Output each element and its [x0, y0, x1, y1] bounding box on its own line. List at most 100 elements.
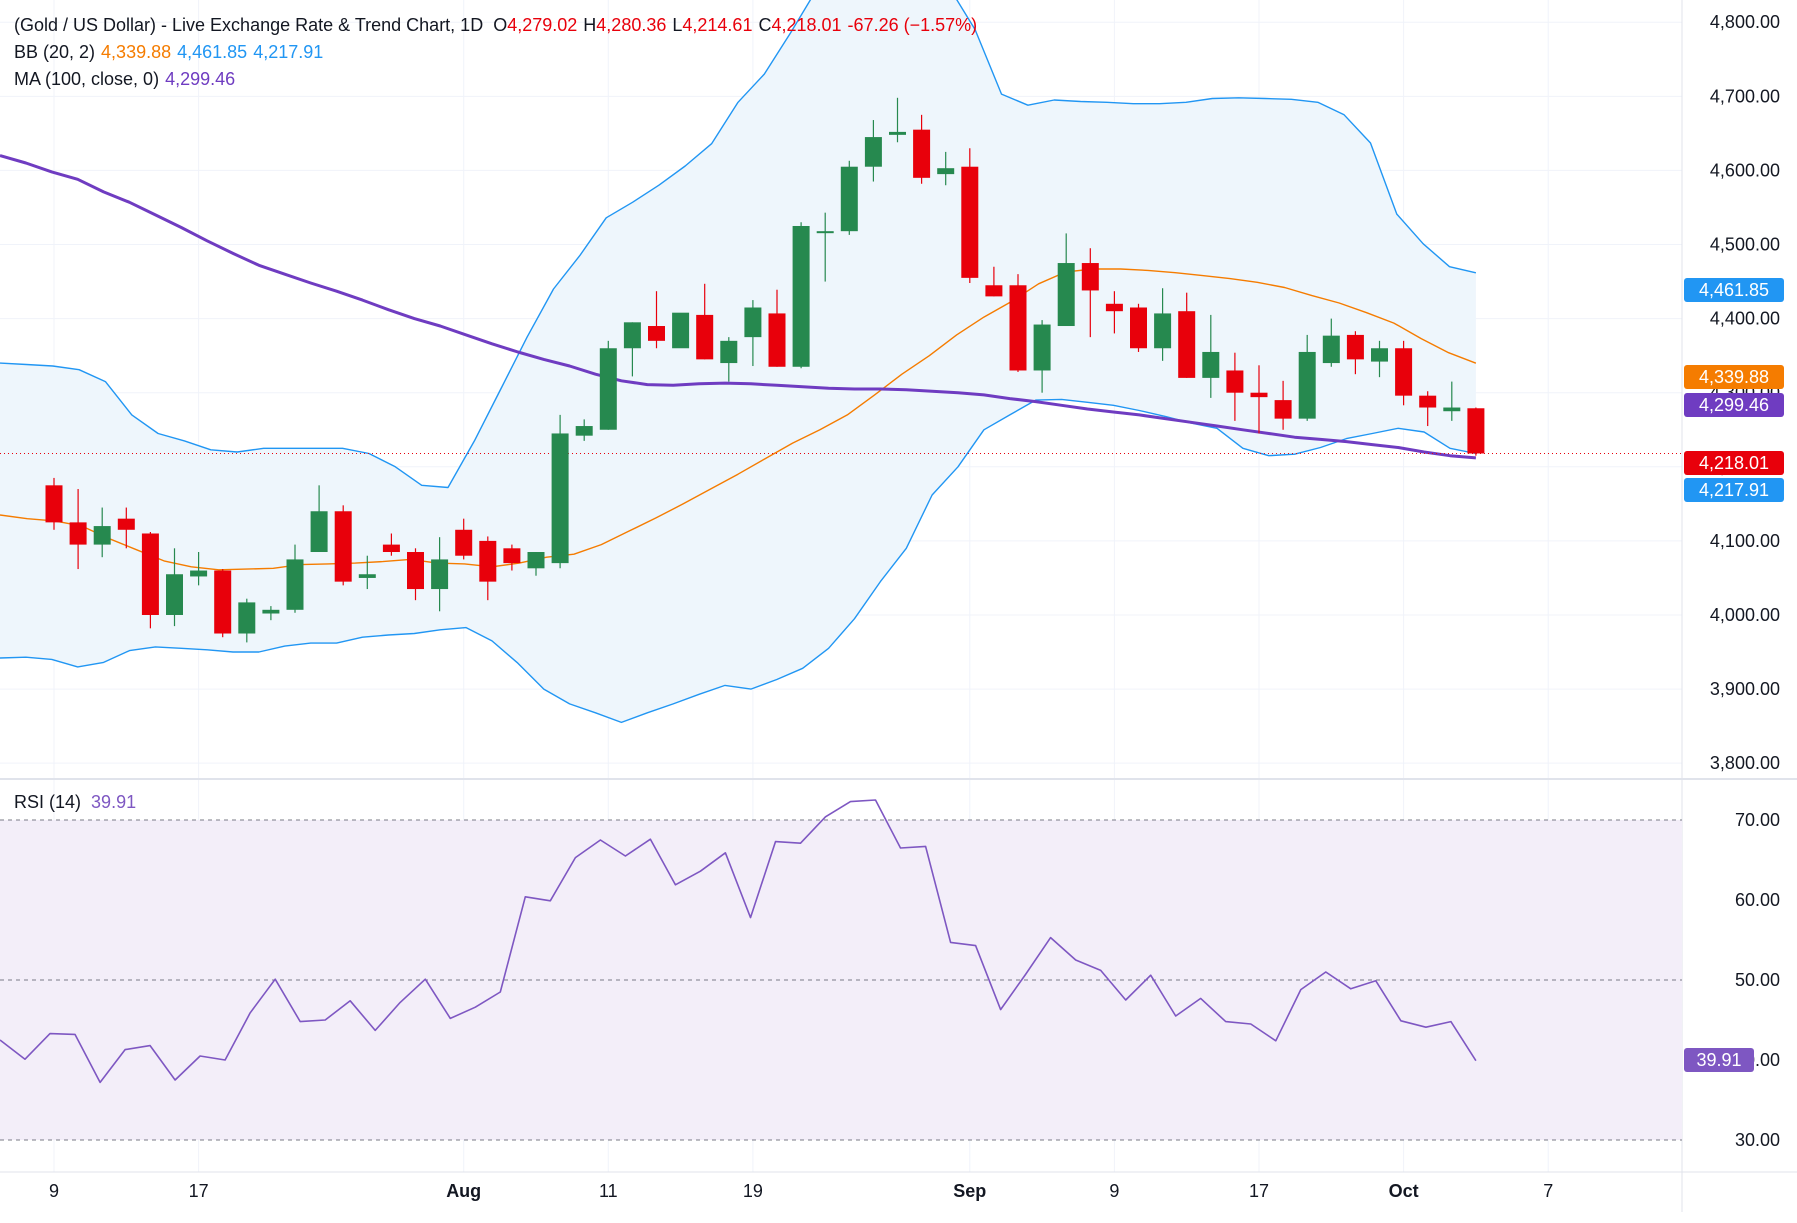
price-tick-label: 4,000.00: [1710, 605, 1780, 625]
candle-body: [720, 340, 738, 364]
candle-body: [141, 533, 159, 615]
candle-body: [1346, 334, 1364, 360]
rsi-tick-label: 50.00: [1735, 970, 1780, 990]
candle-body: [840, 166, 858, 232]
candle-body: [455, 529, 473, 556]
candle-body: [1081, 263, 1099, 291]
low-label: L: [672, 15, 683, 35]
bb-basis-price-tag: 4,339.88: [1684, 365, 1784, 389]
candle-body: [1443, 407, 1461, 412]
high-label: H: [583, 15, 597, 35]
rsi-tick-label: 70.00: [1735, 810, 1780, 830]
time-tick-label: Aug: [446, 1181, 481, 1201]
open-value: 4,279.02: [507, 15, 578, 35]
bb-fill-area: [0, 0, 1476, 723]
time-tick-label: 17: [189, 1181, 209, 1201]
candle-body: [479, 540, 497, 582]
price-tick-label: 4,700.00: [1710, 86, 1780, 106]
bb-upper-line: [0, 0, 1477, 489]
change-value: -67.26 (−1.57%): [847, 15, 978, 35]
candle-body: [913, 129, 931, 178]
symbol-title: (Gold / US Dollar) - Live Exchange Rate …: [14, 15, 484, 35]
rsi-value: 39.91: [91, 792, 137, 812]
bb-upper-value: 4,461.85: [177, 42, 248, 62]
price-tick-label: 4,600.00: [1710, 160, 1780, 180]
candle-body: [238, 602, 256, 634]
price-tick-label: 4,500.00: [1710, 235, 1780, 255]
time-tick-label: 11: [599, 1181, 618, 1201]
candle-body: [1322, 335, 1340, 364]
candle-body: [1250, 392, 1268, 398]
candle-body: [1130, 307, 1147, 349]
ma-price-tag: 4,299.46: [1684, 393, 1784, 417]
candle-body: [69, 522, 87, 545]
candle-body: [1395, 348, 1413, 396]
candle-body: [1057, 263, 1075, 327]
candle-body: [1202, 351, 1220, 378]
candle-body: [889, 131, 906, 135]
ma-line: [0, 154, 1477, 460]
bb-upper-price-tag: 4,461.85: [1684, 278, 1784, 302]
close-label: C: [758, 15, 772, 35]
candle-body: [1274, 400, 1292, 419]
time-tick-label: 17: [1249, 1181, 1269, 1201]
bb-lower-value: 4,217.91: [253, 42, 324, 62]
candle-body: [334, 511, 352, 582]
candle-body: [1009, 285, 1027, 371]
candle-body: [551, 433, 569, 564]
candle-body: [623, 322, 641, 349]
candle-body: [310, 511, 328, 553]
price-tick-label: 3,900.00: [1710, 679, 1780, 699]
candle-body: [358, 574, 376, 578]
candle-body: [166, 574, 183, 615]
ma-value: 4,299.46: [165, 69, 236, 89]
bb-lower-line: [0, 398, 1477, 724]
price-tick-label: 4,100.00: [1710, 531, 1780, 551]
candle-body: [1419, 395, 1437, 408]
rsi-line: [0, 799, 1477, 1084]
candle-body: [93, 526, 111, 545]
candle-body: [45, 485, 63, 523]
candle-body: [937, 168, 955, 175]
time-tick-label: 7: [1543, 1181, 1553, 1201]
rsi-tick-label: 60.00: [1735, 890, 1780, 910]
candle-body: [1178, 311, 1196, 378]
candle-body: [1105, 303, 1123, 312]
time-tick-label: Sep: [953, 1181, 986, 1201]
time-tick-label: Oct: [1389, 1181, 1419, 1201]
last-price-tag: 4,218.01: [1684, 451, 1784, 475]
rsi-legend: RSI (14) 39.91: [14, 792, 136, 813]
time-tick-label: 19: [743, 1181, 763, 1201]
bb-basis-line: [0, 268, 1477, 571]
candle-body: [792, 225, 810, 367]
candle-body: [1298, 351, 1316, 419]
ma-label: MA (100, close, 0): [14, 69, 160, 89]
candle-body: [864, 137, 882, 167]
price-tick-label: 4,400.00: [1710, 309, 1780, 329]
candle-body: [744, 307, 762, 338]
candle-body: [575, 426, 593, 436]
candle-body: [816, 231, 834, 234]
candle-body: [672, 312, 690, 349]
low-value: 4,214.61: [682, 15, 753, 35]
candle-body: [1226, 370, 1244, 393]
candle-body: [117, 518, 135, 530]
candle-body: [961, 166, 979, 278]
bb-label: BB (20, 2): [14, 42, 96, 62]
bb-legend: BB (20, 2) 4,339.88 4,461.85 4,217.91: [14, 41, 329, 63]
bb-basis-value: 4,339.88: [101, 42, 172, 62]
rsi-label: RSI (14): [14, 792, 82, 812]
rsi-price-tag: 39.91: [1684, 1048, 1754, 1072]
candle-body: [599, 348, 617, 430]
candle-body: [286, 559, 304, 610]
high-value: 4,280.36: [596, 15, 667, 35]
candle-body: [431, 559, 449, 590]
candle-body: [190, 570, 208, 577]
candle-body: [768, 313, 786, 367]
candle-body: [262, 609, 280, 614]
price-tick-label: 4,800.00: [1710, 12, 1780, 32]
candle-body: [1467, 408, 1485, 454]
candle-body: [214, 570, 232, 634]
bb-lower-price-tag: 4,217.91: [1684, 478, 1784, 502]
